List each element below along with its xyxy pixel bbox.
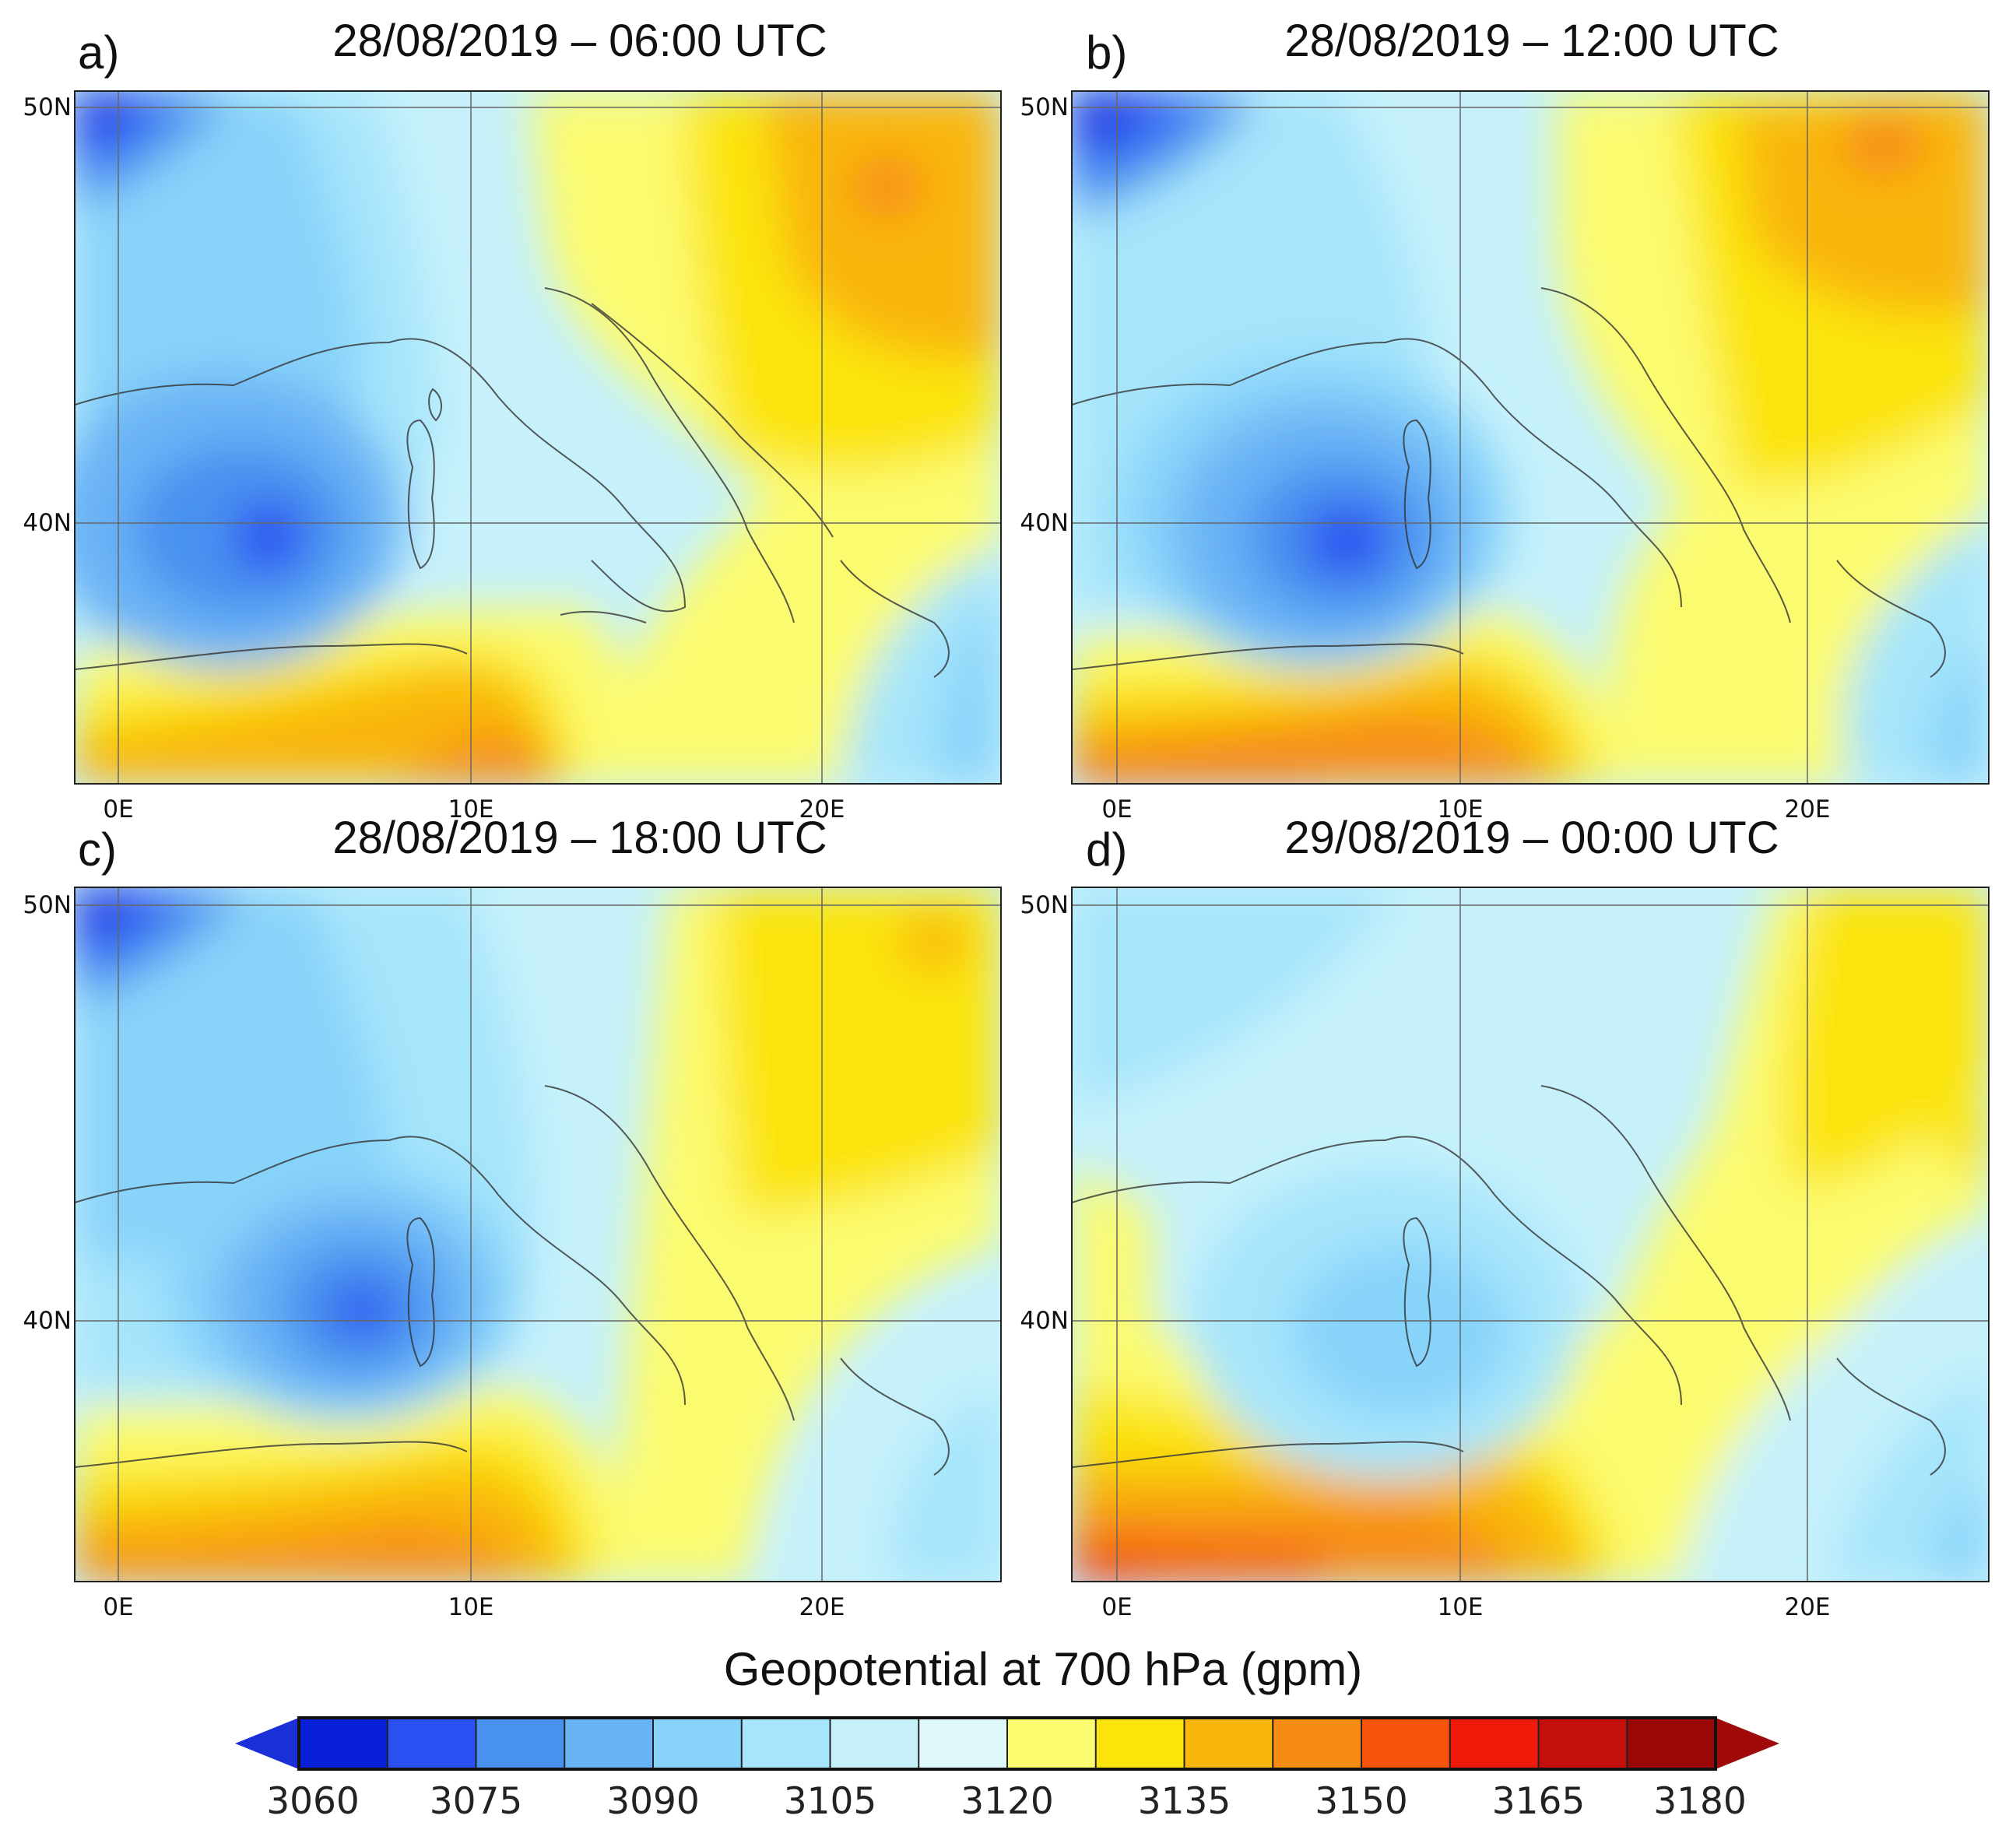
colorbar-swatches <box>299 1718 1716 1769</box>
lon-tick: 20E <box>1784 1593 1830 1621</box>
lon-tick: 20E <box>799 795 845 823</box>
lat-tick: 40N <box>1020 509 1069 537</box>
panel-title: 29/08/2019 – 00:00 UTC <box>1284 813 1779 863</box>
colorbar-swatch <box>1095 1718 1185 1769</box>
colorbar-swatch <box>653 1718 743 1769</box>
colorbar-tick-label: 3060 <box>266 1780 360 1823</box>
colorbar-swatch <box>564 1718 654 1769</box>
colorbar-min-arrow <box>235 1718 299 1769</box>
map-frame <box>1071 887 1990 1582</box>
panel-label: d) <box>1086 823 1127 876</box>
coastlines <box>1072 1085 1946 1476</box>
colorbar-swatch <box>918 1718 1008 1769</box>
colorbar: Geopotential at 700 hPa (gpm) 3060 3075 30… <box>235 1643 1779 1823</box>
colorbar-tick-label: 3165 <box>1492 1780 1586 1823</box>
map-frame <box>74 90 1002 785</box>
lon-tick: 20E <box>1784 795 1830 823</box>
map-frame <box>74 887 1002 1582</box>
geopotential-map <box>1072 91 1989 784</box>
lon-tick: 10E <box>1437 795 1483 823</box>
colorbar-tick-label: 3180 <box>1653 1780 1747 1823</box>
lat-tick: 40N <box>23 509 72 537</box>
graticule <box>75 91 1001 784</box>
colorbar-tick-label: 3150 <box>1315 1780 1408 1823</box>
geopotential-map <box>75 91 1001 784</box>
graticule <box>75 887 1001 1582</box>
panel-c: c) 28/08/2019 – 18:00 UTC <box>23 813 1002 1621</box>
coastlines <box>75 1085 950 1476</box>
panel-title: 28/08/2019 – 12:00 UTC <box>1284 16 1779 66</box>
geopotential-map <box>1072 887 1989 1582</box>
colorbar-title: Geopotential at 700 hPa (gpm) <box>724 1643 1363 1695</box>
colorbar-swatch <box>1273 1718 1362 1769</box>
colorbar-tick-label: 3135 <box>1138 1780 1231 1823</box>
panel-title: 28/08/2019 – 18:00 UTC <box>332 813 827 863</box>
colorbar-tick-label: 3120 <box>961 1780 1054 1823</box>
colorbar-tick-label: 3075 <box>430 1780 523 1823</box>
lat-tick: 40N <box>1020 1307 1069 1335</box>
colorbar-swatch <box>1007 1718 1097 1769</box>
colorbar-swatch <box>299 1718 388 1769</box>
colorbar-swatch <box>830 1718 919 1769</box>
lon-tick: 10E <box>1437 1593 1483 1621</box>
colorbar-swatch <box>741 1718 831 1769</box>
lon-tick: 10E <box>448 795 493 823</box>
lon-tick: 0E <box>1101 795 1132 823</box>
lon-tick: 0E <box>1101 1593 1132 1621</box>
graticule <box>1072 887 1989 1582</box>
coastlines <box>75 287 950 678</box>
map-frame <box>1071 90 1990 785</box>
panel-b: b) 28/08/2019 – 12:00 UTC <box>1020 16 1990 823</box>
lon-tick: 0E <box>103 1593 133 1621</box>
coastlines <box>1072 287 1946 678</box>
colorbar-swatch <box>387 1718 476 1769</box>
colorbar-swatch <box>1184 1718 1273 1769</box>
panel-label: a) <box>78 26 119 79</box>
geopotential-map <box>75 887 1001 1582</box>
colorbar-swatch <box>476 1718 565 1769</box>
colorbar-swatch <box>1361 1718 1451 1769</box>
lon-tick: 20E <box>799 1593 845 1621</box>
lat-tick: 50N <box>1020 93 1069 121</box>
lon-tick: 0E <box>103 795 133 823</box>
panel-d: d) 29/08/2019 – 00:00 UTC <box>1020 813 1990 1621</box>
colorbar-frame <box>297 1716 1717 1771</box>
panel-a: a) 28/08/2019 – 06:00 UTC <box>23 16 1002 823</box>
panel-title: 28/08/2019 – 06:00 UTC <box>332 16 827 66</box>
colorbar-swatch <box>1627 1718 1716 1769</box>
lat-tick: 50N <box>23 93 72 121</box>
colorbar-swatch <box>1449 1718 1539 1769</box>
colorbar-swatch <box>1538 1718 1628 1769</box>
lat-tick: 50N <box>1020 891 1069 919</box>
colorbar-tick-label: 3105 <box>784 1780 877 1823</box>
colorbar-tick-labels: 3060 3075 3090 3105 3120 3135 3150 3165 3180 <box>266 1780 1747 1823</box>
panel-label: c) <box>78 823 117 876</box>
panel-label: b) <box>1086 26 1127 79</box>
colorbar-max-arrow <box>1716 1718 1779 1769</box>
lat-tick: 40N <box>23 1307 72 1335</box>
lat-tick: 50N <box>23 891 72 919</box>
colorbar-tick-label: 3090 <box>606 1780 700 1823</box>
lon-tick: 10E <box>448 1593 493 1621</box>
graticule <box>1072 91 1989 784</box>
